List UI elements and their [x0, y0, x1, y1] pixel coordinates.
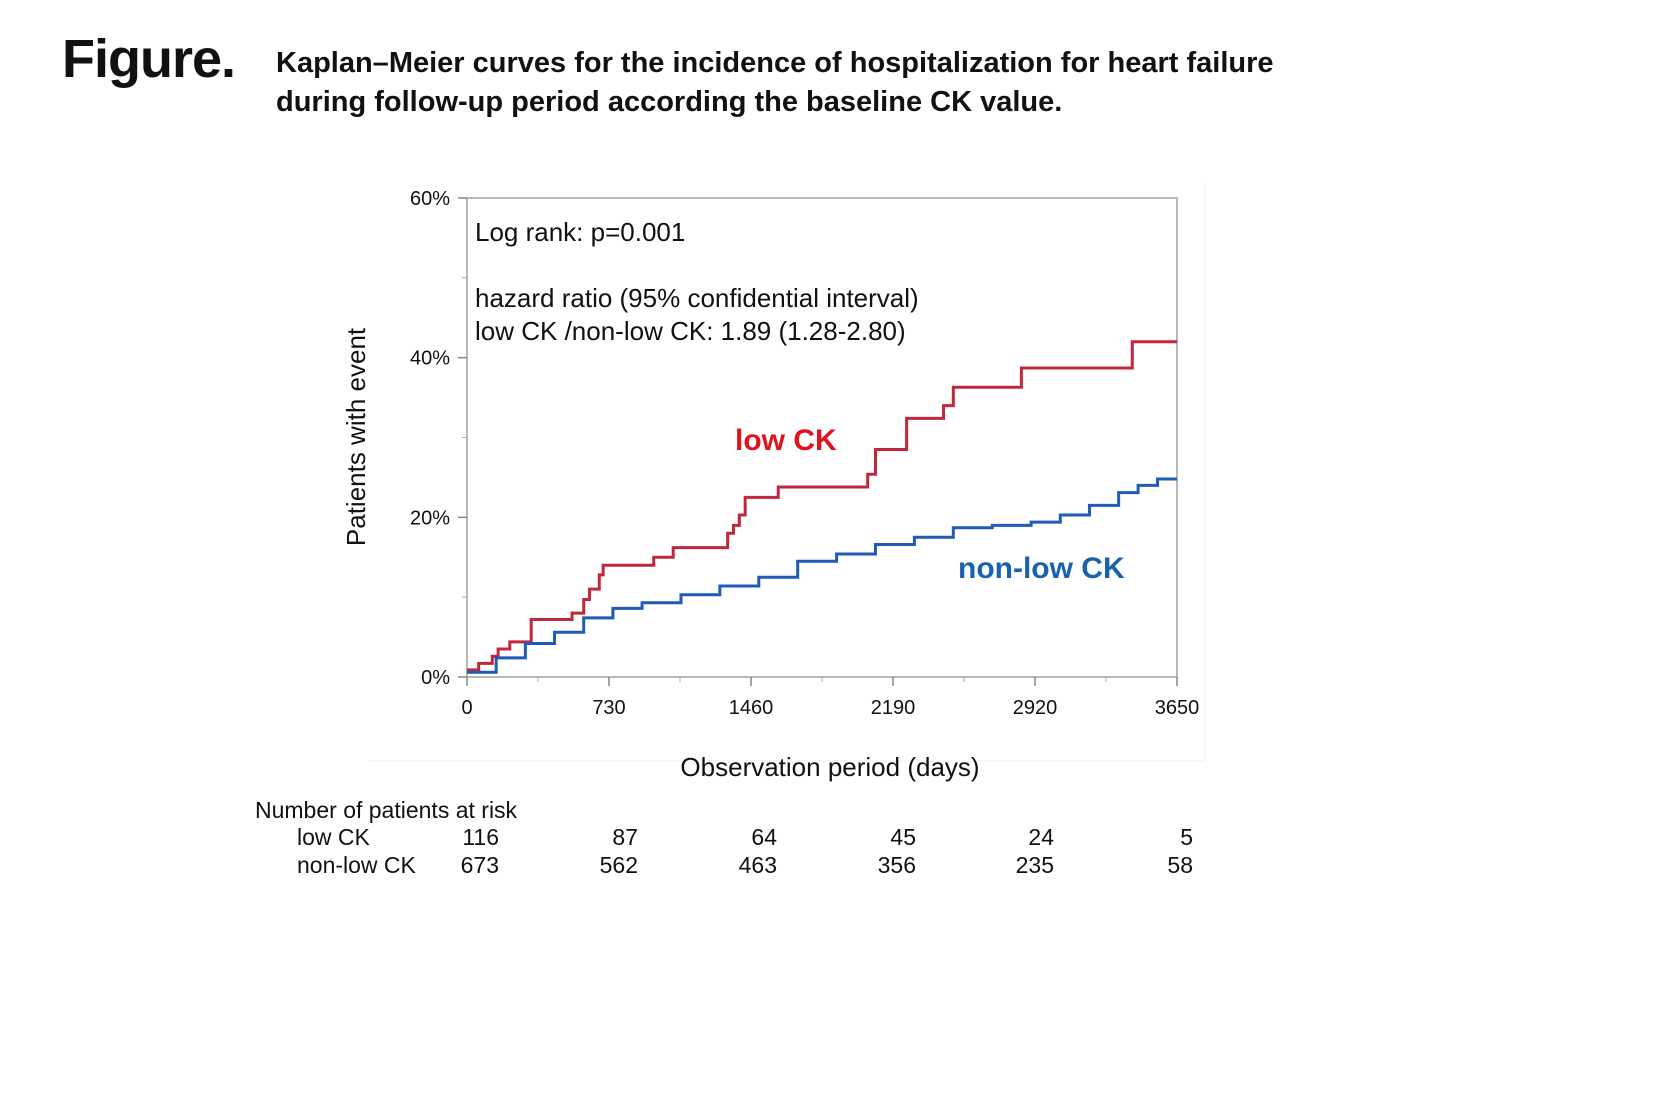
km-curve-non-low-ck: [467, 477, 1177, 674]
figure-caption: Kaplan–Meier curves for the incidence of…: [276, 44, 1426, 122]
hr-title-annotation: hazard ratio (95% confidential interval): [475, 283, 919, 313]
risk-cell: 562: [599, 852, 638, 878]
x-tick-label: 2190: [871, 697, 916, 719]
risk-cell: 673: [460, 852, 499, 878]
series-layer: [467, 340, 1177, 674]
y-tick-label: 40%: [410, 348, 450, 370]
x-tick-label: 2920: [1013, 697, 1058, 719]
risk-cell: 356: [877, 852, 916, 878]
x-tick-label: 3650: [1155, 697, 1200, 719]
x-axis-label: Observation period (days): [680, 752, 979, 782]
y-axis-label: Patients with event: [341, 327, 371, 546]
logrank-annotation: Log rank: p=0.001: [475, 217, 685, 247]
risk-cell: 463: [738, 852, 777, 878]
x-tick-label: 0: [461, 697, 472, 719]
y-tick-label: 60%: [410, 188, 450, 210]
figure-label: Figure.: [62, 29, 236, 89]
risk-cell: 64: [751, 824, 777, 850]
risk-cell: 5: [1180, 824, 1193, 850]
y-tick-label: 0%: [421, 667, 450, 689]
risk-cell: 24: [1028, 824, 1054, 850]
km-curve-low-ck: [467, 340, 1177, 672]
risk-cell: 45: [890, 824, 916, 850]
x-tick-label: 1460: [729, 697, 774, 719]
x-tick-label: 730: [592, 697, 625, 719]
risk-row-label: non-low CK: [297, 852, 416, 878]
risk-cell: 116: [462, 824, 499, 850]
risk-cell: 58: [1167, 852, 1193, 878]
axis-ticks: 0% 20% 40% 60% 0 730 1460 2190 2920 3650: [410, 188, 1199, 719]
caption-line-2: during follow-up period according the ba…: [276, 86, 1063, 118]
legend-non-low-ck: non-low CK: [958, 552, 1125, 585]
risk-table-title: Number of patients at risk: [255, 797, 518, 823]
risk-cell: 87: [612, 824, 638, 850]
legend-low-ck: low CK: [735, 424, 837, 457]
caption-line-1: Kaplan–Meier curves for the incidence of…: [276, 47, 1274, 79]
hr-value-annotation: low CK /non-low CK: 1.89 (1.28-2.80): [475, 316, 906, 346]
y-tick-label: 20%: [410, 507, 450, 529]
risk-cell: 235: [1015, 852, 1054, 878]
risk-row-label: low CK: [297, 824, 370, 850]
